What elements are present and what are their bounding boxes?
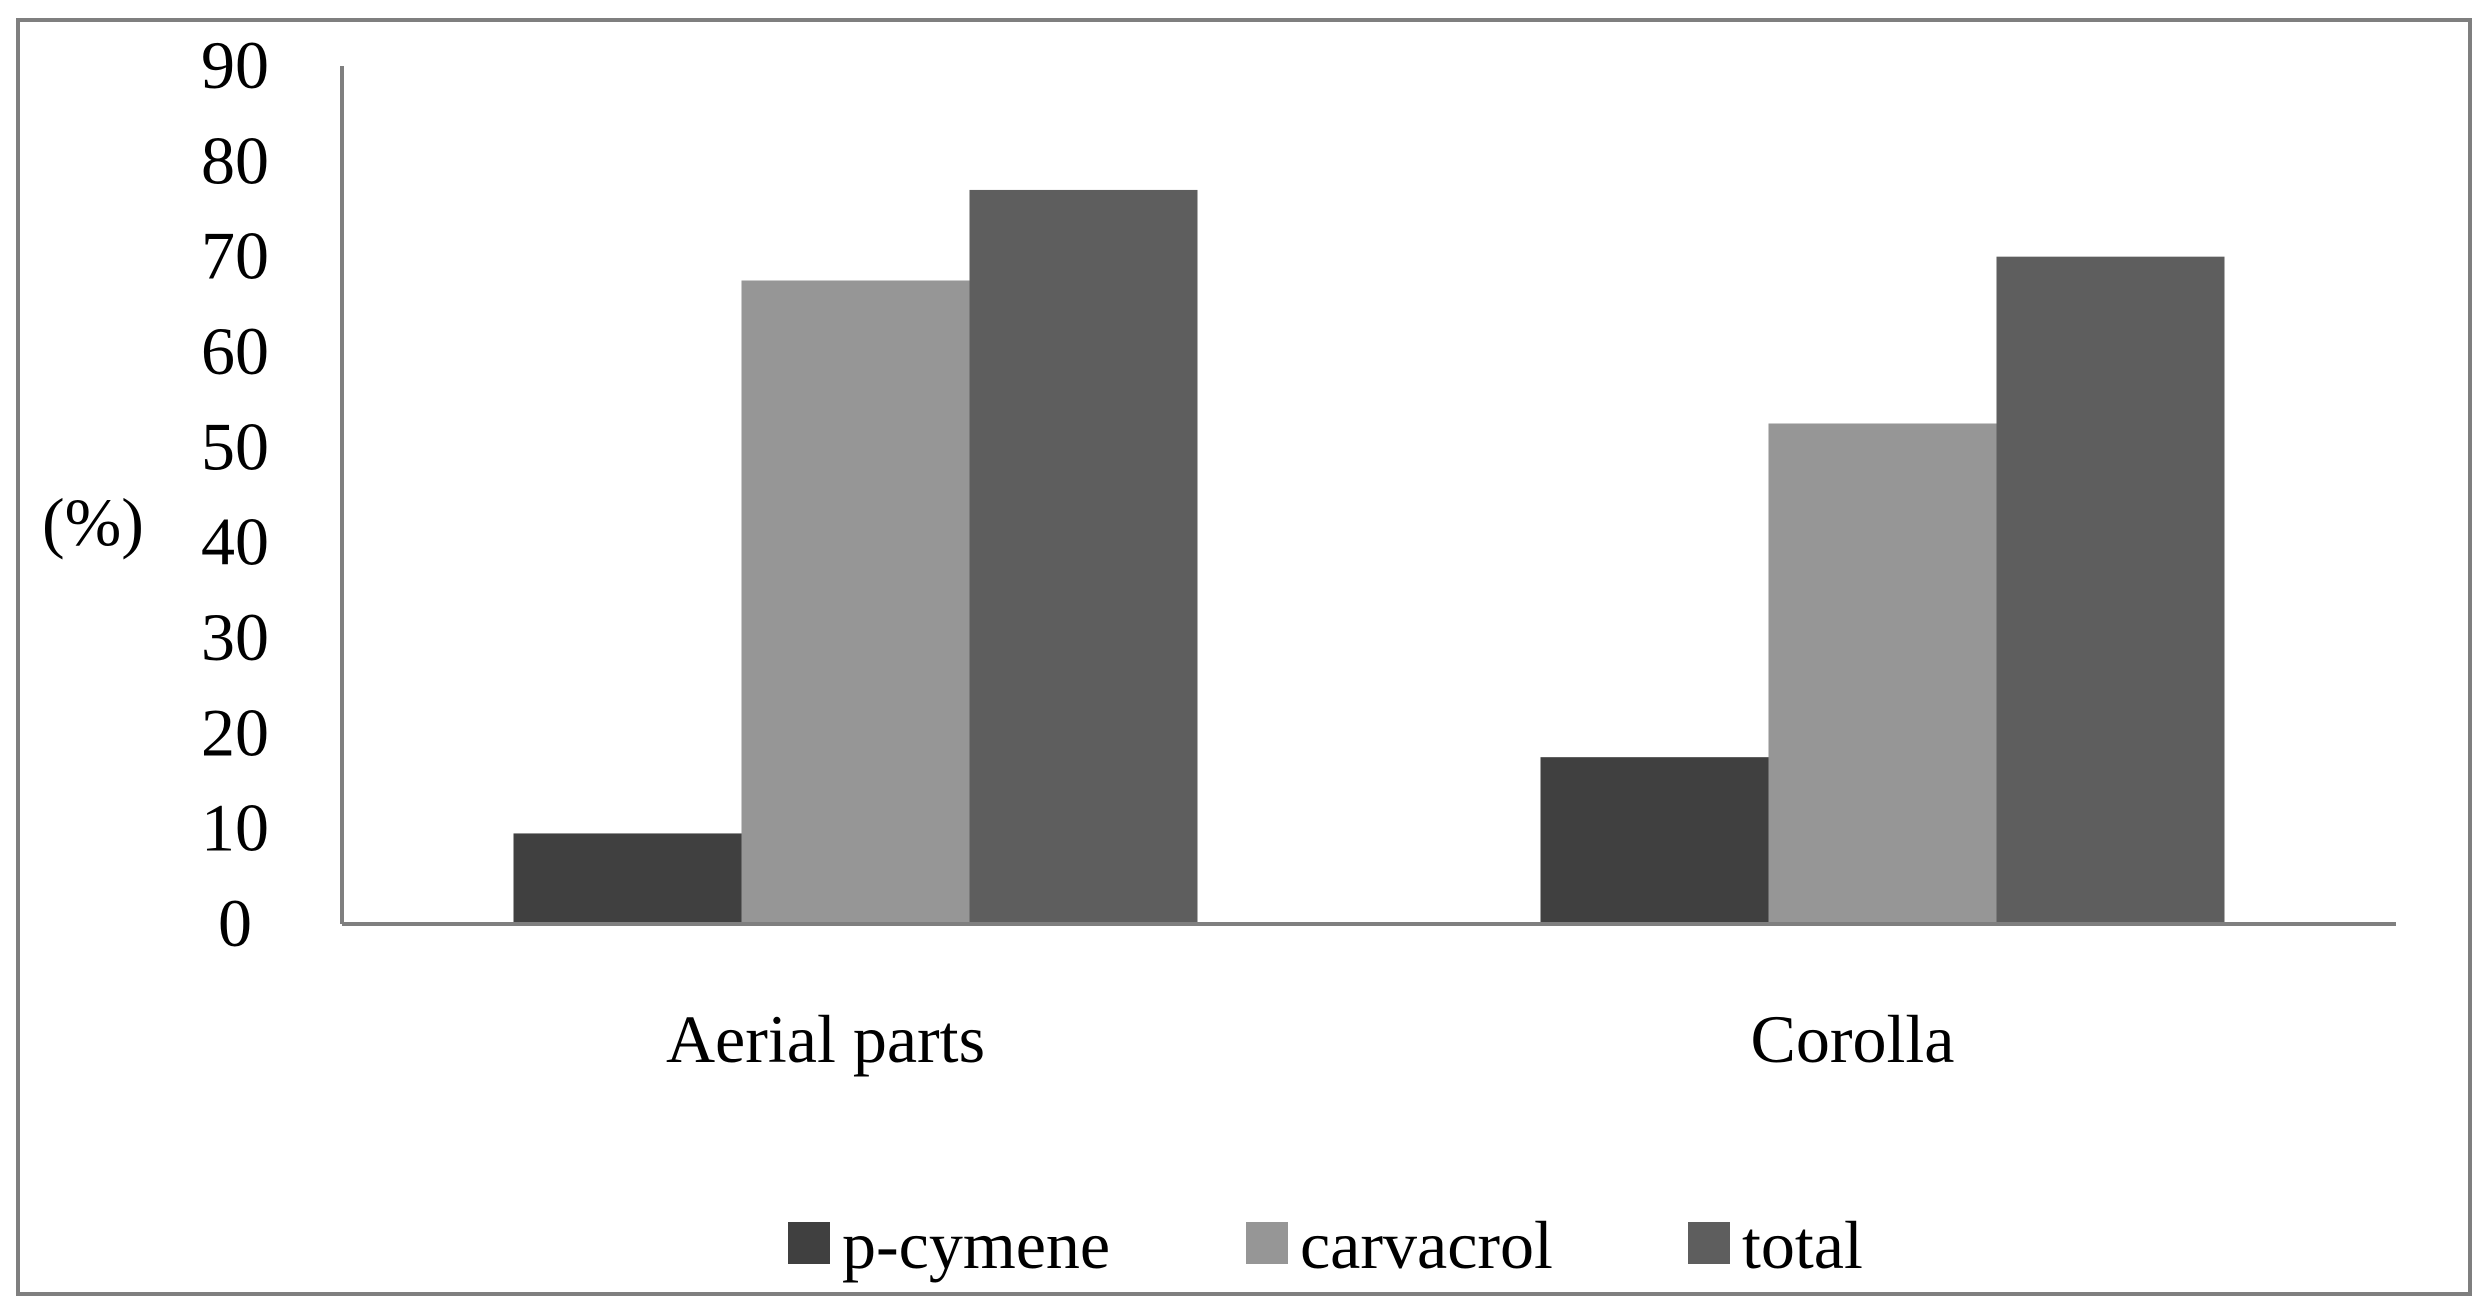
y-tick-label: 80 (201, 122, 269, 198)
y-tick-label: 30 (201, 599, 269, 675)
category-label: Corolla (1751, 1001, 1955, 1077)
y-tick-label: 0 (218, 885, 252, 961)
y-tick-label: 40 (201, 504, 269, 580)
y-axis-title: (%) (42, 484, 144, 560)
bar-carvacrol-corolla (1768, 423, 1997, 924)
category-labels: Aerial parts Corolla (666, 1001, 1955, 1077)
y-tick-label: 10 (201, 790, 269, 866)
bar-p-cymene-aerial-parts (513, 833, 742, 924)
bar-carvacrol-aerial-parts (741, 280, 970, 924)
bar-p-cymene-corolla (1540, 757, 1769, 924)
y-tick-label: 60 (201, 313, 269, 389)
category-label: Aerial parts (666, 1001, 985, 1077)
y-tick-label: 20 (201, 694, 269, 770)
legend-label: p-cymene (842, 1207, 1110, 1283)
bar-total-aerial-parts (969, 189, 1198, 924)
legend: p-cymene carvacrol total (788, 1207, 1863, 1283)
legend-swatch (1246, 1222, 1288, 1264)
legend-label: carvacrol (1300, 1207, 1553, 1283)
legend-label: total (1742, 1207, 1863, 1283)
bars-group (513, 189, 2225, 925)
bar-total-corolla (1996, 256, 2225, 925)
y-tick-label: 50 (201, 408, 269, 484)
legend-swatch (788, 1222, 830, 1264)
y-tick-label: 90 (201, 27, 269, 103)
legend-swatch (1688, 1222, 1730, 1264)
y-axis-ticks: 0 10 20 30 40 50 60 70 80 90 (201, 27, 269, 961)
y-tick-label: 70 (201, 218, 269, 294)
